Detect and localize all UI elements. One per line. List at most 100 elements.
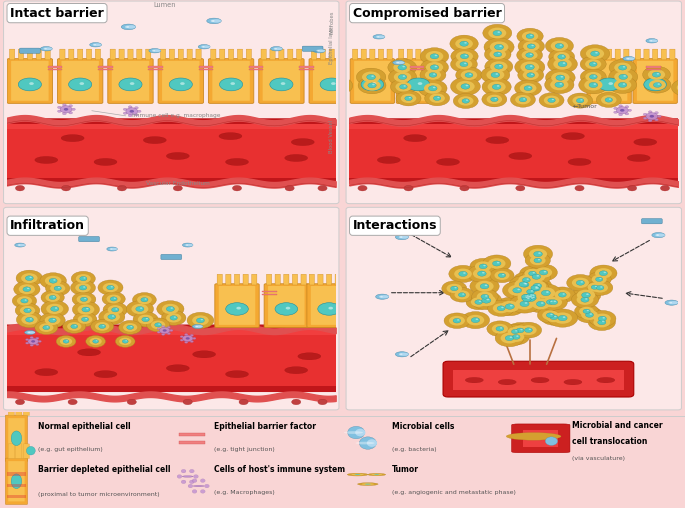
Circle shape (538, 284, 540, 286)
FancyBboxPatch shape (378, 49, 384, 60)
Circle shape (454, 287, 457, 289)
Circle shape (495, 98, 497, 99)
Circle shape (589, 75, 597, 79)
Circle shape (544, 271, 546, 272)
Circle shape (525, 281, 549, 296)
Ellipse shape (188, 484, 193, 488)
Circle shape (323, 77, 353, 94)
FancyBboxPatch shape (354, 61, 390, 101)
Circle shape (421, 48, 449, 65)
Circle shape (366, 74, 375, 80)
Ellipse shape (200, 490, 206, 493)
Bar (299, 69, 314, 70)
Circle shape (538, 295, 563, 310)
Circle shape (497, 85, 499, 87)
Circle shape (456, 59, 472, 69)
Circle shape (623, 83, 625, 85)
Bar (410, 66, 424, 68)
FancyBboxPatch shape (7, 58, 53, 103)
Circle shape (586, 294, 589, 295)
Circle shape (521, 282, 529, 287)
Circle shape (526, 295, 556, 313)
Circle shape (579, 307, 594, 316)
Circle shape (543, 310, 558, 320)
Circle shape (395, 82, 412, 91)
Circle shape (581, 310, 598, 320)
Circle shape (598, 316, 606, 321)
FancyBboxPatch shape (187, 49, 192, 60)
Circle shape (195, 326, 198, 327)
Circle shape (469, 74, 471, 75)
Ellipse shape (270, 78, 293, 91)
FancyBboxPatch shape (217, 274, 223, 285)
Circle shape (520, 292, 538, 303)
Circle shape (99, 309, 125, 325)
Ellipse shape (110, 248, 117, 250)
Circle shape (464, 55, 467, 56)
Circle shape (18, 244, 21, 246)
Circle shape (530, 296, 532, 297)
Ellipse shape (436, 158, 460, 166)
Circle shape (653, 82, 662, 87)
Ellipse shape (207, 18, 221, 24)
Bar (523, 430, 558, 447)
Circle shape (122, 339, 128, 343)
Circle shape (523, 294, 531, 299)
Circle shape (547, 313, 554, 318)
Circle shape (184, 334, 188, 336)
Circle shape (457, 319, 460, 321)
FancyBboxPatch shape (160, 49, 166, 60)
FancyBboxPatch shape (301, 274, 306, 285)
FancyBboxPatch shape (108, 58, 153, 103)
Ellipse shape (670, 301, 678, 304)
Circle shape (157, 301, 184, 317)
FancyBboxPatch shape (313, 61, 351, 101)
Circle shape (623, 75, 626, 77)
Circle shape (173, 185, 182, 191)
Circle shape (669, 302, 672, 304)
Circle shape (545, 38, 573, 54)
Circle shape (513, 272, 540, 288)
FancyBboxPatch shape (11, 61, 49, 101)
Circle shape (513, 291, 538, 306)
Bar (453, 370, 624, 390)
Circle shape (529, 248, 547, 260)
Bar (262, 291, 277, 293)
Ellipse shape (94, 44, 101, 46)
Ellipse shape (77, 348, 101, 356)
Ellipse shape (28, 331, 35, 334)
Circle shape (593, 83, 596, 85)
FancyBboxPatch shape (18, 49, 23, 60)
Circle shape (609, 68, 638, 86)
Circle shape (21, 273, 38, 283)
Circle shape (162, 329, 166, 332)
Circle shape (527, 271, 545, 282)
Ellipse shape (189, 469, 195, 473)
Ellipse shape (166, 365, 189, 372)
Circle shape (580, 99, 582, 101)
Bar (299, 66, 314, 68)
Circle shape (527, 296, 530, 298)
Ellipse shape (652, 233, 665, 238)
Circle shape (49, 295, 56, 300)
FancyBboxPatch shape (284, 274, 289, 285)
Circle shape (470, 259, 497, 274)
Bar (7, 472, 26, 475)
Circle shape (117, 185, 127, 191)
Circle shape (425, 70, 441, 80)
Circle shape (518, 294, 536, 305)
Circle shape (123, 112, 127, 114)
Circle shape (506, 432, 561, 440)
Circle shape (125, 26, 129, 28)
Circle shape (399, 353, 403, 356)
Circle shape (388, 59, 416, 76)
Bar (199, 66, 213, 68)
Circle shape (488, 258, 506, 269)
Circle shape (590, 265, 617, 281)
Circle shape (509, 276, 538, 293)
Circle shape (92, 44, 96, 46)
Ellipse shape (169, 78, 192, 91)
Text: (proximal to tumor microenvironment): (proximal to tumor microenvironment) (38, 492, 160, 497)
Circle shape (394, 72, 411, 82)
Circle shape (585, 72, 601, 82)
